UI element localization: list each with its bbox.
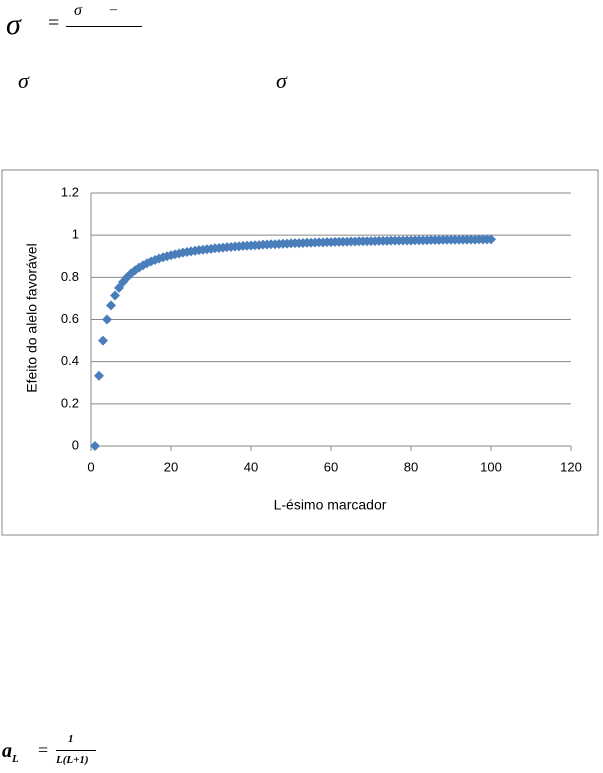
fraction-line [56,750,96,751]
symbol: σ [276,68,287,93]
fraction-line [66,26,142,27]
point [110,290,120,301]
x-tick-label: 60 [324,459,338,474]
point [486,234,496,245]
x-tick-label: 20 [164,459,178,474]
x-tick-label: 0 [87,459,94,474]
point [98,335,108,346]
x-tick-label: 80 [404,459,418,474]
y-tick-label: 1 [72,227,79,242]
x-tick-label: 120 [560,459,582,474]
y-tick-label: 0.6 [61,311,79,326]
x-tick-label: 40 [244,459,258,474]
y-tick-label: 0.4 [61,353,79,368]
point [102,314,112,325]
denominator: L(L+1) [56,754,89,766]
y-axis-title: Efeito do alelo favorável [24,243,40,392]
y-tick-label: 0.2 [61,395,79,410]
point [106,300,116,311]
subscript: L [12,753,19,765]
symbol: σ [18,68,29,93]
equals: = [48,12,60,34]
symbol: aL [2,740,19,765]
y-tick-label: 1.2 [61,184,79,199]
numerator: 1 [68,733,74,745]
symbol: σ [74,2,82,19]
point [90,441,100,451]
x-tick-label: 100 [480,459,502,474]
chart-frame [1,169,599,536]
point [94,370,104,381]
equals: = [38,740,49,760]
symbol-a: a [2,740,12,762]
x-axis-title: L-ésimo marcador [274,497,387,513]
symbol: σ [6,8,21,41]
y-tick-label: 0 [72,437,79,452]
point [154,253,164,264]
y-tick-label: 0.8 [61,269,79,284]
operator: – [110,2,117,17]
